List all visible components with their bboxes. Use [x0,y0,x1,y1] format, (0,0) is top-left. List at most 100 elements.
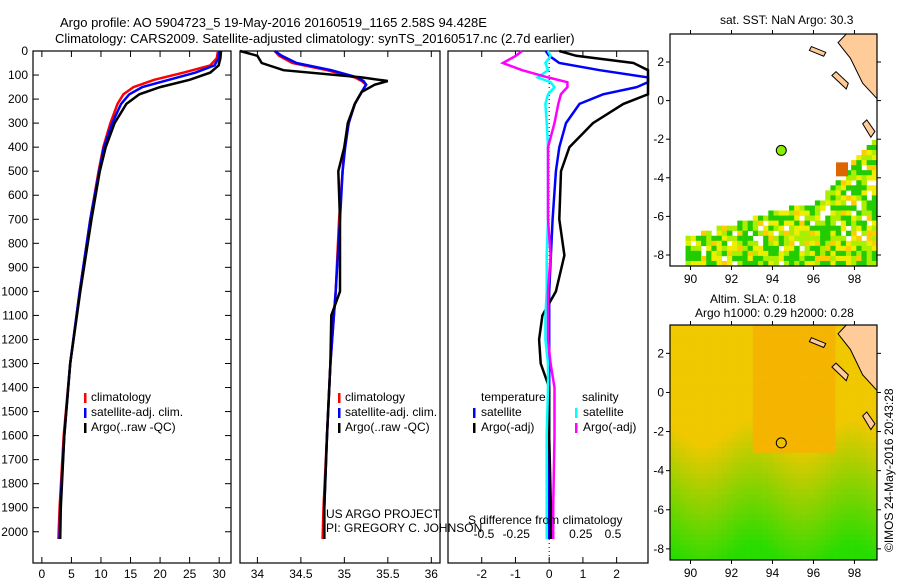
map-cell [820,539,826,545]
map-cell [856,549,862,556]
map-cell [856,457,862,464]
map-cell [799,391,805,397]
map-cell [866,488,873,494]
map-cell [789,478,795,484]
map-cell [830,215,836,221]
map-cell [840,514,847,520]
map-cell [799,529,805,535]
map-cell [721,478,728,484]
map-cell [721,391,728,397]
map-cell [675,401,681,408]
map-cell [809,544,816,551]
map-cell [721,468,728,474]
map-cell [825,401,831,408]
map-cell [820,401,826,408]
map-cell [716,554,723,561]
map-cell [866,554,873,561]
map-cell [685,457,691,464]
map-cell [861,447,867,454]
map-cell [752,554,759,561]
map-cell [711,468,717,474]
map-cell [732,447,738,454]
map-cell [690,250,697,257]
map-cell [711,422,717,428]
map-cell [845,401,852,408]
map-cell [695,235,702,242]
map-cell [737,381,743,387]
map-cell [856,411,862,418]
map-cell [789,210,795,216]
map-cell [866,225,873,231]
sst-map-frame [669,33,878,267]
map-cell [690,370,697,377]
map-cell [742,360,748,367]
map-cell [670,437,676,443]
map-cell [825,427,831,433]
map-cell [809,205,816,211]
map-cell [726,554,733,561]
map-cell [763,225,769,231]
map-cell [825,200,831,206]
map-cell [711,508,717,515]
map-cell [830,335,836,341]
map-cell [701,406,707,413]
map-cell [835,240,842,247]
map-cell [840,245,847,252]
map-cell [799,220,805,226]
map-cell [830,381,836,387]
map-cell [861,452,867,459]
map-cell [778,240,785,247]
map-cell [851,200,857,206]
map-cell [732,519,738,525]
map-cell [680,330,686,336]
map-cell [778,544,785,551]
map-cell [680,554,686,561]
map-cell [711,524,717,530]
map-cell [840,457,847,464]
map-cell [845,260,852,267]
map-cell [845,350,852,356]
map-cell [851,381,857,387]
map-cell [794,447,800,454]
map-cell [711,416,717,423]
legend-swatch [84,408,87,418]
map-cell [711,411,717,418]
map-cell [690,544,697,551]
map-cell [804,345,811,351]
map-cell [825,534,831,540]
map-cell [701,350,707,356]
map-cell [695,493,702,499]
map-cell [871,427,878,433]
map-cell [716,230,723,237]
map-cell [773,554,779,561]
map-cell [856,165,862,171]
map-cell [783,544,790,551]
map-cell [809,330,816,336]
map-cell [830,185,836,191]
map-cell [840,473,847,479]
map-cell [716,539,723,545]
map-cell [747,493,754,499]
map-cell [845,519,852,525]
map-cell [799,255,805,262]
map-cell [675,534,681,540]
map-cell [835,488,842,494]
map-cell [701,235,707,242]
map-cell [871,514,878,520]
map-cell [680,539,686,545]
map-cell [789,514,795,520]
map-cell [732,437,738,443]
map-cell [851,529,857,535]
map-cell [783,396,790,402]
map-cell [685,462,691,469]
map-cell [809,478,816,484]
map-cell [690,330,697,336]
map-cell [763,539,769,545]
map-cell [675,457,681,464]
map-cell [737,411,743,418]
map-cell [726,401,733,408]
map-cell [670,488,676,494]
map-cell [820,544,826,551]
map-cell [856,483,862,489]
map-cell [726,255,733,262]
